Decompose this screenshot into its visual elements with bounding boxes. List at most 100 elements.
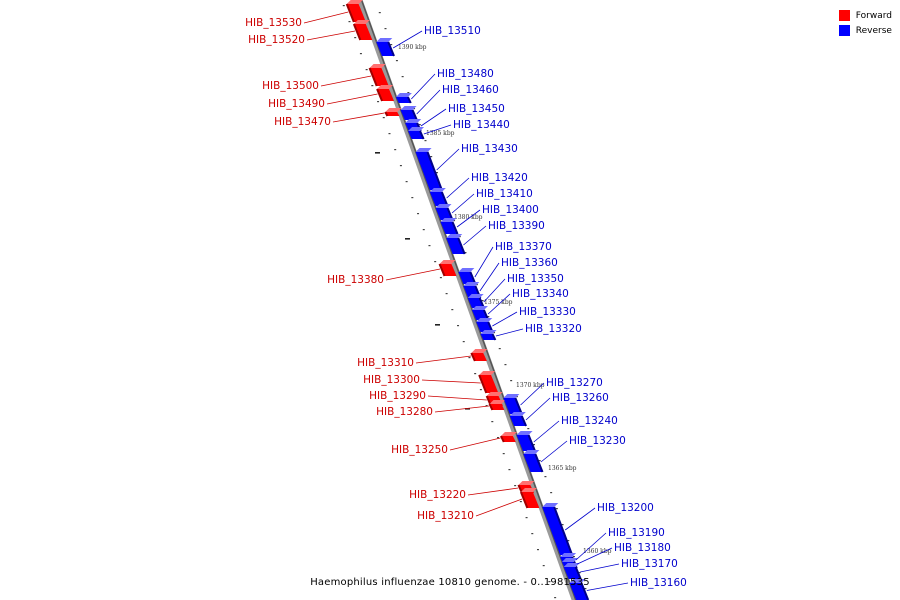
gene-feature[interactable]: [345, 0, 366, 23]
gene-feature[interactable]: [500, 432, 517, 443]
gene-top: [520, 488, 537, 492]
gene-feature[interactable]: [476, 318, 494, 333]
gene-feature[interactable]: [480, 330, 497, 341]
gene-feature[interactable]: [520, 488, 540, 509]
gene-feature[interactable]: [569, 579, 590, 600]
gene-label[interactable]: HIB_13520: [248, 34, 305, 46]
gene-feature[interactable]: [438, 260, 457, 277]
gene-feature[interactable]: [470, 349, 488, 362]
gene-feature[interactable]: [516, 431, 536, 452]
gene-label[interactable]: HIB_13440: [453, 119, 510, 131]
gene-body: [346, 4, 366, 22]
gene-label[interactable]: HIB_13320: [525, 323, 582, 335]
gene-label[interactable]: HIB_13380: [327, 274, 384, 286]
gene-label[interactable]: HIB_13190: [608, 527, 665, 539]
gene-feature[interactable]: [384, 108, 402, 117]
label-connector: [564, 507, 596, 531]
gene-label[interactable]: HIB_13430: [461, 143, 518, 155]
gene-feature[interactable]: [395, 93, 412, 104]
tick-label: 1360 kbp: [583, 548, 612, 555]
gene-label[interactable]: HIB_13490: [268, 98, 325, 110]
gene-label[interactable]: HIB_13310: [357, 357, 414, 369]
gene-feature[interactable]: [563, 563, 582, 580]
gene-label[interactable]: HIB_13530: [245, 17, 302, 29]
gene-feature[interactable]: [376, 85, 395, 102]
label-connector: [303, 11, 349, 24]
gene-label[interactable]: HIB_13390: [488, 220, 545, 232]
gene-feature[interactable]: [458, 268, 477, 285]
gene-feature[interactable]: [415, 148, 443, 191]
gene-feature[interactable]: [400, 106, 418, 121]
gene-label[interactable]: HIB_13460: [442, 84, 499, 96]
gene-label[interactable]: HIB_13400: [482, 204, 539, 216]
gene-shade: [574, 566, 582, 580]
seq-dot-right: [515, 396, 518, 398]
seq-dot-left: [554, 597, 557, 599]
seq-dot-left: [405, 181, 408, 183]
gene-feature[interactable]: [446, 234, 466, 255]
gene-feature[interactable]: [503, 394, 523, 415]
gene-label[interactable]: HIB_13290: [369, 390, 426, 402]
gene-feature[interactable]: [408, 127, 425, 140]
seq-dot-right: [407, 92, 410, 94]
gene-top: [346, 0, 363, 4]
gene-label[interactable]: HIB_13360: [501, 257, 558, 269]
forward-swatch: [838, 10, 850, 21]
legend-forward-label: Forward: [855, 10, 892, 21]
gene-feature[interactable]: [440, 218, 459, 235]
gene-label[interactable]: HIB_13170: [621, 558, 678, 570]
gene-feature[interactable]: [376, 38, 395, 57]
label-connector: [540, 440, 568, 463]
gene-label[interactable]: HIB_13160: [630, 577, 687, 589]
label-connector: [436, 148, 460, 171]
gene-shade: [440, 191, 449, 207]
gene-top: [479, 371, 496, 375]
gene-label[interactable]: HIB_13220: [409, 489, 466, 501]
gene-feature[interactable]: [478, 371, 499, 394]
gene-label[interactable]: HIB_13350: [507, 273, 564, 285]
gene-label[interactable]: HIB_13470: [274, 116, 331, 128]
tick-label: 1370 kbp: [516, 382, 545, 389]
gene-label[interactable]: HIB_13200: [597, 502, 654, 514]
gene-body: [520, 492, 540, 508]
gene-top: [440, 218, 457, 222]
gene-feature[interactable]: [368, 64, 389, 87]
gene-label[interactable]: HIB_13500: [262, 80, 319, 92]
gene-label[interactable]: HIB_13270: [546, 377, 603, 389]
gene-feature[interactable]: [352, 20, 373, 41]
gene-label[interactable]: HIB_13230: [569, 435, 626, 447]
gene-feature[interactable]: [471, 306, 490, 321]
gene-feature[interactable]: [429, 188, 449, 207]
gene-top: [377, 85, 394, 89]
gene-label[interactable]: HIB_13340: [512, 288, 569, 300]
label-connector: [423, 124, 452, 135]
seq-dot-left: [377, 101, 380, 103]
gene-label[interactable]: HIB_13420: [471, 172, 528, 184]
gene-feature[interactable]: [509, 412, 528, 427]
gene-label[interactable]: HIB_13300: [363, 374, 420, 386]
seq-dot-left: [497, 437, 500, 439]
gene-shade: [457, 237, 466, 255]
gene-label[interactable]: HIB_13480: [437, 68, 494, 80]
gene-label[interactable]: HIB_13510: [424, 25, 481, 37]
seq-dot-left: [394, 149, 397, 151]
gene-label[interactable]: HIB_13370: [495, 241, 552, 253]
gene-label[interactable]: HIB_13330: [519, 306, 576, 318]
gene-label[interactable]: HIB_13410: [476, 188, 533, 200]
gene-feature[interactable]: [488, 400, 506, 411]
gene-label[interactable]: HIB_13240: [561, 415, 618, 427]
seq-dot-right: [555, 508, 558, 510]
gene-top: [435, 204, 452, 208]
gene-label[interactable]: HIB_13450: [448, 103, 505, 115]
seq-dash: [375, 152, 380, 154]
gene-feature[interactable]: [523, 450, 544, 473]
gene-label[interactable]: HIB_13210: [417, 510, 474, 522]
label-connector: [475, 498, 523, 517]
gene-feature[interactable]: [542, 503, 574, 556]
gene-label[interactable]: HIB_13260: [552, 392, 609, 404]
gene-label[interactable]: HIB_13250: [391, 444, 448, 456]
label-connector: [385, 268, 441, 281]
gene-label[interactable]: HIB_13180: [614, 542, 671, 554]
gene-label[interactable]: HIB_13280: [376, 406, 433, 418]
